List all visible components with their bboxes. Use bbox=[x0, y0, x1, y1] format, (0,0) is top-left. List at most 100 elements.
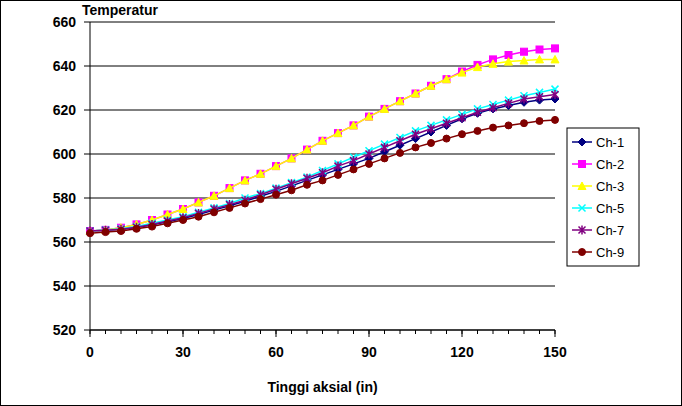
marker bbox=[489, 60, 497, 68]
marker bbox=[335, 162, 342, 171]
series-line bbox=[90, 95, 555, 231]
marker bbox=[521, 48, 528, 55]
chart-title: Temperatur bbox=[82, 2, 159, 18]
y-tick-label: 640 bbox=[53, 58, 77, 74]
series-line bbox=[90, 59, 555, 231]
marker bbox=[195, 198, 203, 206]
marker bbox=[273, 191, 280, 198]
x-tick-label: 0 bbox=[86, 344, 94, 360]
marker bbox=[397, 149, 404, 156]
legend-marker bbox=[578, 138, 586, 146]
x-tick bbox=[462, 330, 463, 337]
marker bbox=[226, 184, 234, 192]
marker bbox=[319, 137, 326, 144]
marker bbox=[536, 46, 543, 53]
legend-label: Ch-2 bbox=[596, 157, 624, 172]
x-tick-label: 30 bbox=[175, 344, 191, 360]
series-line bbox=[90, 89, 555, 231]
marker bbox=[195, 213, 202, 220]
marker bbox=[87, 230, 94, 237]
marker bbox=[366, 160, 373, 167]
marker bbox=[381, 105, 389, 113]
marker bbox=[459, 113, 466, 122]
marker bbox=[428, 82, 435, 89]
x-minor-tick bbox=[167, 330, 168, 334]
x-minor-tick bbox=[121, 330, 122, 334]
marker bbox=[366, 150, 373, 159]
marker bbox=[505, 58, 513, 66]
marker bbox=[319, 168, 326, 177]
y-tick-label: 660 bbox=[53, 14, 77, 30]
x-minor-tick bbox=[384, 330, 385, 334]
legend-label: Ch-9 bbox=[596, 245, 624, 260]
legend-marker bbox=[578, 182, 586, 190]
marker bbox=[505, 122, 512, 129]
grid-line bbox=[84, 198, 555, 199]
marker bbox=[303, 146, 311, 154]
legend-marker bbox=[579, 226, 586, 235]
x-minor-tick bbox=[229, 330, 230, 334]
y-tick-label: 520 bbox=[53, 322, 77, 338]
marker bbox=[536, 92, 543, 101]
marker bbox=[195, 199, 202, 206]
y-tick-label: 560 bbox=[53, 234, 77, 250]
marker bbox=[226, 204, 233, 211]
x-tick bbox=[276, 330, 277, 337]
x-minor-tick bbox=[291, 330, 292, 334]
marker bbox=[102, 226, 109, 235]
marker bbox=[304, 146, 311, 153]
y-axis bbox=[90, 22, 91, 330]
legend-label: Ch-1 bbox=[596, 135, 624, 150]
marker bbox=[381, 105, 388, 112]
marker bbox=[226, 185, 233, 192]
plot-area bbox=[86, 45, 559, 237]
legend-marker bbox=[579, 205, 586, 212]
x-tick-label: 60 bbox=[268, 344, 284, 360]
marker bbox=[552, 116, 559, 123]
series-line bbox=[90, 120, 555, 233]
x-tick-label: 90 bbox=[361, 344, 377, 360]
marker bbox=[474, 63, 482, 71]
marker bbox=[179, 205, 187, 213]
marker bbox=[288, 154, 296, 162]
marker bbox=[505, 99, 512, 108]
chart-border bbox=[1, 1, 682, 406]
marker bbox=[242, 200, 249, 207]
marker bbox=[180, 217, 187, 224]
marker bbox=[211, 192, 218, 199]
y-tick-label: 600 bbox=[53, 146, 77, 162]
series-line bbox=[90, 99, 555, 231]
x-minor-tick bbox=[415, 330, 416, 334]
marker bbox=[133, 223, 141, 231]
marker bbox=[257, 196, 264, 203]
marker bbox=[350, 166, 357, 173]
x-minor-tick bbox=[136, 330, 137, 334]
marker bbox=[350, 121, 358, 128]
marker bbox=[350, 156, 357, 165]
x-minor-tick bbox=[214, 330, 215, 334]
marker bbox=[521, 120, 528, 127]
marker bbox=[552, 45, 559, 52]
marker bbox=[536, 55, 544, 63]
marker bbox=[490, 124, 497, 131]
x-minor-tick bbox=[307, 330, 308, 334]
marker bbox=[490, 103, 497, 112]
marker bbox=[521, 95, 528, 104]
marker bbox=[551, 55, 559, 63]
marker bbox=[396, 97, 404, 105]
x-minor-tick bbox=[539, 330, 540, 334]
marker bbox=[149, 223, 156, 230]
grid-line bbox=[84, 242, 555, 243]
marker bbox=[552, 90, 559, 99]
marker bbox=[133, 223, 140, 232]
marker bbox=[412, 90, 420, 98]
y-tick-label: 580 bbox=[53, 190, 77, 206]
marker bbox=[210, 192, 218, 200]
marker bbox=[412, 130, 419, 139]
marker bbox=[257, 170, 265, 178]
x-minor-tick bbox=[524, 330, 525, 334]
marker bbox=[211, 209, 218, 216]
marker bbox=[412, 90, 419, 97]
x-minor-tick bbox=[493, 330, 494, 334]
marker bbox=[427, 82, 435, 90]
